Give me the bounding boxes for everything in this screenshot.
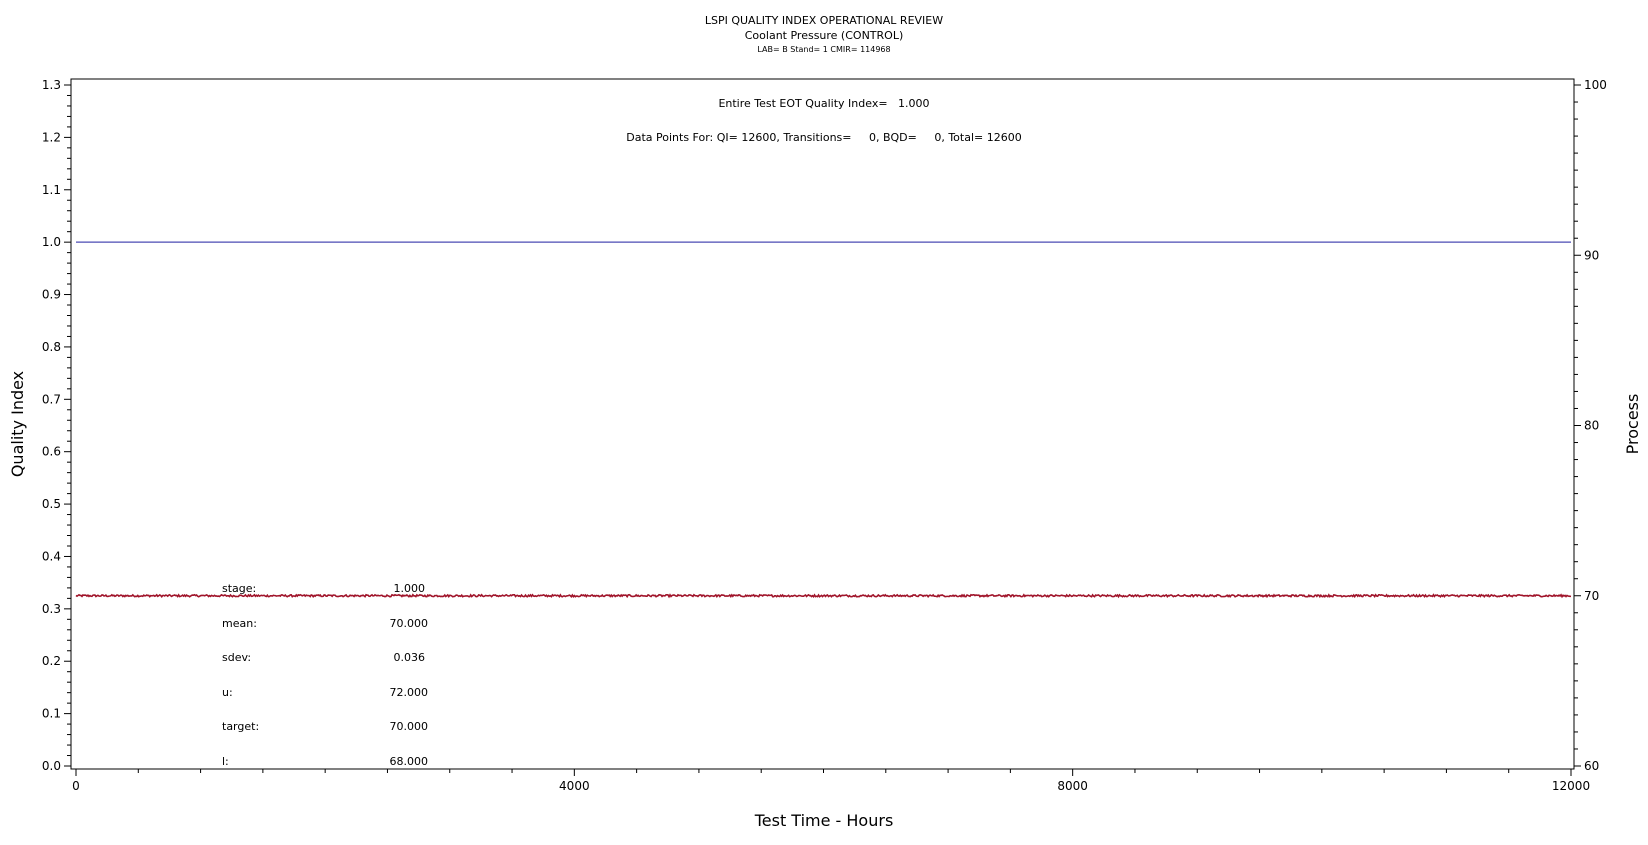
y-tick-label: 0.0 <box>42 759 61 773</box>
stat-stage-value: 1.000 <box>394 582 426 595</box>
stat-target-label: target: <box>222 720 259 733</box>
y-tick-label: 0.7 <box>42 392 61 406</box>
y-tick-label: 0.4 <box>42 549 61 563</box>
chart-meta: LAB= B Stand= 1 CMIR= 114968 <box>757 45 890 54</box>
y-tick-label: 1.0 <box>42 235 61 249</box>
stat-u-label: u: <box>222 686 233 699</box>
x-axis-label: Test Time - Hours <box>754 811 894 830</box>
y-tick-label: 0.9 <box>42 288 61 302</box>
y2-tick-label: 100 <box>1584 78 1607 92</box>
x-tick-label: 8000 <box>1057 779 1088 793</box>
stat-l-value: 68.000 <box>390 755 429 768</box>
chart-title: LSPI QUALITY INDEX OPERATIONAL REVIEW <box>705 14 943 27</box>
stat-stage-label: stage: <box>222 582 256 595</box>
x-tick-label: 4000 <box>559 779 590 793</box>
y-tick-label: 0.8 <box>42 340 61 354</box>
y-tick-label: 1.2 <box>42 130 61 144</box>
y2-tick-label: 70 <box>1584 589 1599 603</box>
y-tick-label: 1.3 <box>42 78 61 92</box>
y-tick-label: 1.1 <box>42 183 61 197</box>
stat-sdev-value: 0.036 <box>394 651 426 664</box>
eot-quality-index: Entire Test EOT Quality Index= 1.000 <box>718 97 929 110</box>
stats-block: stage: 1.000 mean: 70.000 sdev: 0.036 u:… <box>222 582 428 768</box>
y-tick-label: 0.1 <box>42 707 61 721</box>
y2-tick-label: 60 <box>1584 759 1599 773</box>
y-tick-label: 0.2 <box>42 654 61 668</box>
stat-sdev-label: sdev: <box>222 651 251 664</box>
y2-axis-ticks: 60 70 80 90 100 <box>1574 78 1607 773</box>
y2-tick-label: 80 <box>1584 419 1599 433</box>
stat-mean-label: mean: <box>222 617 257 630</box>
process-trace-line <box>75 593 1572 599</box>
y2-axis-label: Process <box>1623 394 1642 455</box>
series-layer <box>75 241 1572 599</box>
y-tick-label: 0.3 <box>42 602 61 616</box>
y-tick-label: 0.6 <box>42 445 61 459</box>
chart-subtitle: Coolant Pressure (CONTROL) <box>745 29 904 42</box>
x-axis-ticks: 0 4000 8000 12000 <box>72 769 1590 793</box>
stat-u-value: 72.000 <box>390 686 429 699</box>
y-axis-ticks: 0.0 0.1 0.2 0.3 0.4 0.5 0.6 0.7 0.8 0.9 1.0 1.1 1.2 1… <box>42 78 71 773</box>
x-tick-label: 12000 <box>1552 779 1590 793</box>
y2-tick-label: 90 <box>1584 248 1599 262</box>
stat-mean-value: 70.000 <box>390 617 429 630</box>
plot-frame <box>70 78 1575 770</box>
y-tick-label: 0.5 <box>42 497 61 511</box>
y-axis-label: Quality Index <box>8 371 27 477</box>
stat-l-label: l: <box>222 755 229 768</box>
x-tick-label: 0 <box>72 779 80 793</box>
stat-target-value: 70.000 <box>390 720 429 733</box>
data-points-summary: Data Points For: QI= 12600, Transitions=… <box>626 131 1021 144</box>
